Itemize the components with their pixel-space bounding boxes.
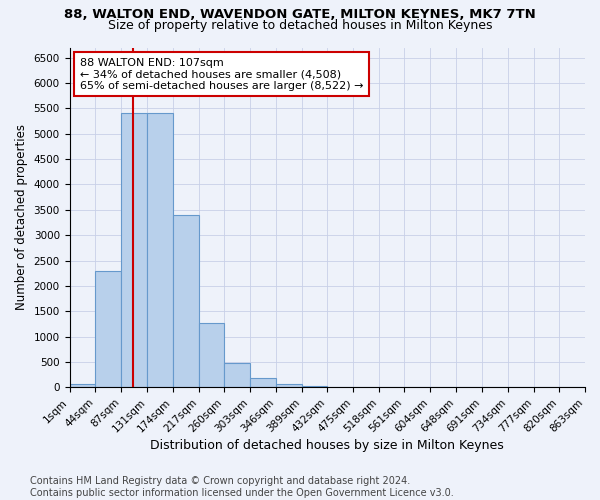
Bar	[121, 114, 147, 388]
Bar	[302, 386, 327, 388]
Bar	[147, 114, 173, 388]
Text: 88 WALTON END: 107sqm
← 34% of detached houses are smaller (4,508)
65% of semi-d: 88 WALTON END: 107sqm ← 34% of detached …	[80, 58, 364, 91]
X-axis label: Distribution of detached houses by size in Milton Keynes: Distribution of detached houses by size …	[151, 440, 504, 452]
Bar	[250, 378, 276, 388]
Bar	[95, 270, 121, 388]
Text: Size of property relative to detached houses in Milton Keynes: Size of property relative to detached ho…	[108, 19, 492, 32]
Bar	[173, 215, 199, 388]
Bar	[327, 387, 353, 388]
Bar	[276, 384, 302, 388]
Bar	[70, 384, 95, 388]
Bar	[199, 323, 224, 388]
Text: 88, WALTON END, WAVENDON GATE, MILTON KEYNES, MK7 7TN: 88, WALTON END, WAVENDON GATE, MILTON KE…	[64, 8, 536, 20]
Y-axis label: Number of detached properties: Number of detached properties	[15, 124, 28, 310]
Text: Contains HM Land Registry data © Crown copyright and database right 2024.
Contai: Contains HM Land Registry data © Crown c…	[30, 476, 454, 498]
Bar	[224, 363, 250, 388]
